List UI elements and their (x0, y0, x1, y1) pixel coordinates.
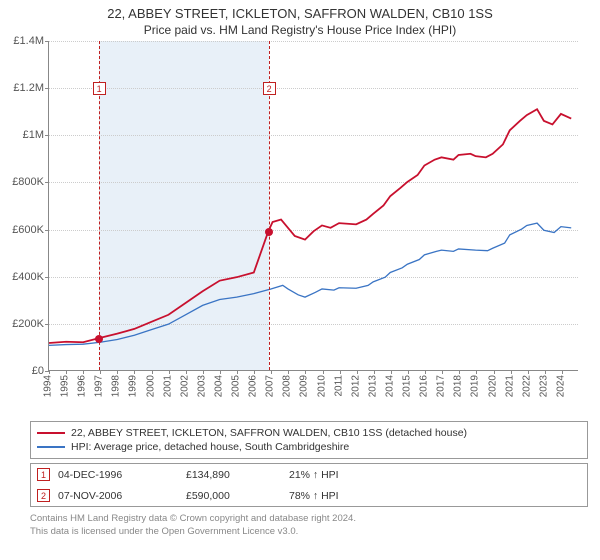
sales-table: 1 04-DEC-1996 £134,890 21% ↑ HPI 2 07-NO… (30, 463, 588, 507)
sale-price: £590,000 (186, 490, 281, 502)
x-tick-label: 2020 (487, 375, 498, 397)
x-tick-label: 2001 (162, 375, 173, 397)
footer-attribution: Contains HM Land Registry data © Crown c… (30, 513, 588, 539)
sale-row: 2 07-NOV-2006 £590,000 78% ↑ HPI (31, 485, 587, 506)
x-tick-label: 2004 (213, 375, 224, 397)
y-tick-label: £600K (12, 224, 44, 236)
legend-swatch (37, 432, 65, 434)
x-tick-label: 2022 (521, 375, 532, 397)
plot-area: 12 (48, 41, 578, 371)
x-tick-label: 2016 (419, 375, 430, 397)
sale-dot-icon (265, 228, 273, 236)
x-tick-label: 1994 (43, 375, 54, 397)
legend-label: HPI: Average price, detached house, Sout… (71, 441, 349, 453)
chart-container: 22, ABBEY STREET, ICKLETON, SAFFRON WALD… (0, 0, 600, 560)
sale-marker-box: 2 (263, 82, 276, 95)
x-tick-label: 2018 (453, 375, 464, 397)
sale-dot-icon (95, 335, 103, 343)
legend: 22, ABBEY STREET, ICKLETON, SAFFRON WALD… (30, 421, 588, 459)
x-tick-label: 2008 (282, 375, 293, 397)
series-price_paid (49, 109, 571, 343)
x-tick-label: 2014 (384, 375, 395, 397)
x-tick-label: 2015 (402, 375, 413, 397)
y-tick-label: £1M (23, 129, 44, 141)
y-tick-label: £800K (12, 176, 44, 188)
x-tick-label: 1999 (128, 375, 139, 397)
chart-subtitle: Price paid vs. HM Land Registry's House … (0, 21, 600, 41)
y-tick-label: £1.2M (13, 82, 44, 94)
sale-ratio: 21% ↑ HPI (289, 469, 369, 481)
x-tick-label: 2003 (196, 375, 207, 397)
x-tick-label: 2000 (145, 375, 156, 397)
sale-marker-icon: 2 (37, 489, 50, 502)
series-hpi (49, 223, 571, 345)
legend-label: 22, ABBEY STREET, ICKLETON, SAFFRON WALD… (71, 427, 467, 439)
sale-ratio: 78% ↑ HPI (289, 490, 369, 502)
x-tick-label: 1997 (94, 375, 105, 397)
x-tick-label: 2017 (436, 375, 447, 397)
sale-row: 1 04-DEC-1996 £134,890 21% ↑ HPI (31, 464, 587, 485)
x-axis-labels: 1994199519961997199819992000200120022003… (48, 371, 578, 415)
y-axis-labels: £0£200K£400K£600K£800K£1M£1.2M£1.4M (0, 41, 48, 371)
sale-date: 04-DEC-1996 (58, 469, 178, 481)
y-tick-label: £400K (12, 271, 44, 283)
footer-line: Contains HM Land Registry data © Crown c… (30, 513, 588, 526)
x-tick-label: 2005 (231, 375, 242, 397)
x-tick-label: 2006 (248, 375, 259, 397)
plot-svg (49, 41, 578, 370)
x-tick-label: 2013 (367, 375, 378, 397)
x-tick-label: 1995 (60, 375, 71, 397)
sale-marker-icon: 1 (37, 468, 50, 481)
legend-item: 22, ABBEY STREET, ICKLETON, SAFFRON WALD… (37, 426, 581, 440)
y-tick-label: £200K (12, 318, 44, 330)
y-tick-label: £1.4M (13, 35, 44, 47)
x-tick-label: 2010 (316, 375, 327, 397)
x-tick-label: 2023 (538, 375, 549, 397)
footer-line: This data is licensed under the Open Gov… (30, 526, 588, 539)
x-tick-label: 2011 (333, 375, 344, 397)
legend-item: HPI: Average price, detached house, Sout… (37, 440, 581, 454)
sale-price: £134,890 (186, 469, 281, 481)
sale-marker-box: 1 (93, 82, 106, 95)
legend-swatch (37, 446, 65, 448)
x-tick-label: 2021 (504, 375, 515, 397)
x-tick-label: 1998 (111, 375, 122, 397)
sale-date: 07-NOV-2006 (58, 490, 178, 502)
x-tick-label: 2002 (179, 375, 190, 397)
x-tick-label: 2019 (470, 375, 481, 397)
x-tick-label: 2009 (299, 375, 310, 397)
x-tick-label: 2012 (350, 375, 361, 397)
x-tick-label: 1996 (77, 375, 88, 397)
chart-title: 22, ABBEY STREET, ICKLETON, SAFFRON WALD… (0, 0, 600, 21)
x-tick-label: 2007 (265, 375, 276, 397)
x-tick-label: 2024 (555, 375, 566, 397)
